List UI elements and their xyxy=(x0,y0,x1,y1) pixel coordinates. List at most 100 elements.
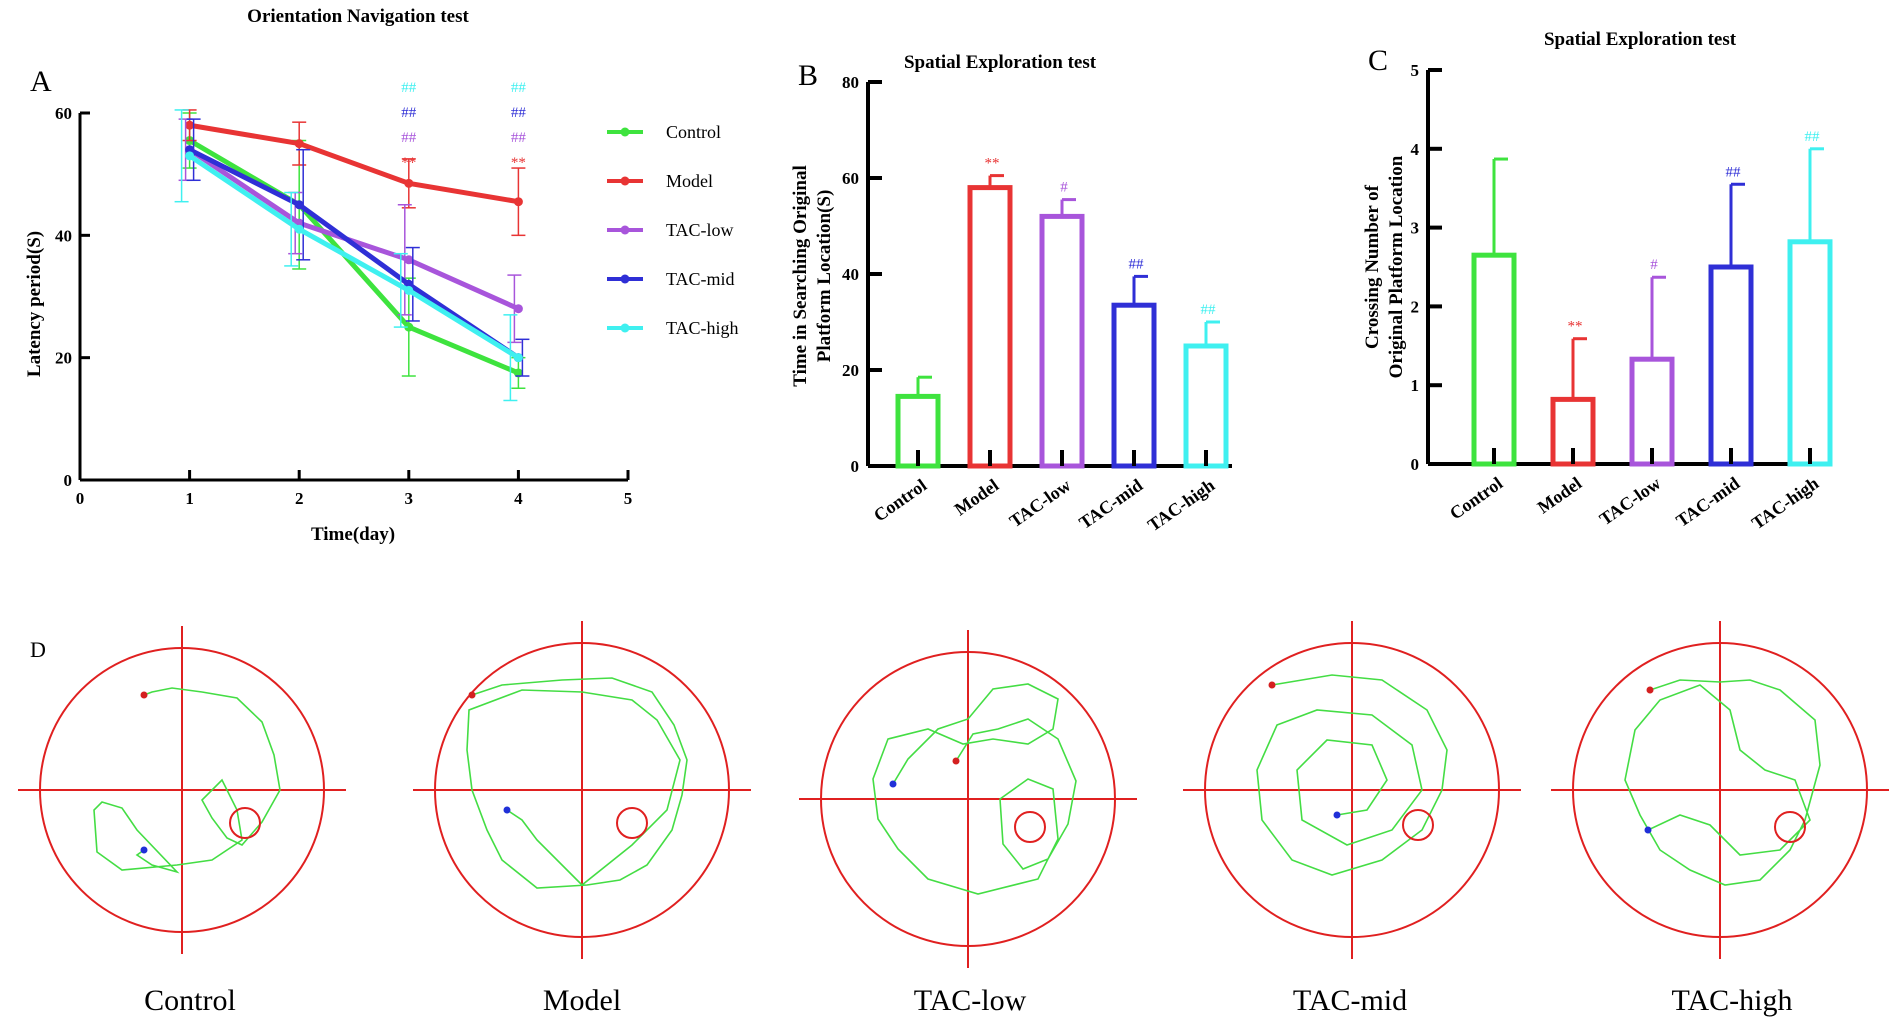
c-y-tick-label: 5 xyxy=(1411,61,1420,80)
c-category-label: TAC-high xyxy=(1748,473,1822,533)
track-label-tac-low: TAC-low xyxy=(914,984,1027,1017)
a-x-tick-label: 3 xyxy=(405,489,414,508)
c-sig-tac-high: ## xyxy=(1805,129,1821,145)
c-y-tick-label: 1 xyxy=(1411,376,1420,395)
c-y-tick-label: 2 xyxy=(1411,297,1420,316)
platform-location xyxy=(229,807,261,839)
end-point xyxy=(1644,826,1652,834)
a-sig-model: ** xyxy=(511,155,526,171)
a-x-tick-label: 0 xyxy=(76,489,85,508)
a-sig-tac-mid: ## xyxy=(401,105,417,121)
panel-b-chart: 0 20 40 60 80 Control ** Model # TAC-low ## TAC-mid… xyxy=(842,73,1232,535)
panel-c-ylabel-line2: Original Platform Location xyxy=(1386,155,1407,378)
c-y-tick-label: 3 xyxy=(1411,219,1420,238)
start-point xyxy=(1646,686,1654,694)
c-sig-tac-mid: ## xyxy=(1726,164,1742,180)
b-bar-tac-high xyxy=(1183,343,1229,469)
a-x-tick-label: 5 xyxy=(624,489,633,508)
panel-a-legend: Control Model TAC-low TAC-mid TAC-high xyxy=(607,122,739,338)
end-point xyxy=(503,806,511,814)
start-point xyxy=(468,691,476,699)
panel-c-letter: C xyxy=(1368,44,1388,77)
panel-d: D Control Model TAC-low TAC-mid TAC-high xyxy=(18,621,1889,1017)
start-point xyxy=(1268,681,1276,689)
a-point-tac-high xyxy=(185,151,195,161)
a-legend-marker-control xyxy=(620,127,630,137)
c-category-label: Model xyxy=(1534,473,1586,517)
b-category-label: Model xyxy=(951,475,1003,519)
track-plot-tac-mid xyxy=(1183,621,1521,959)
a-point-tac-high xyxy=(294,224,304,234)
b-sig-model: ** xyxy=(985,156,1000,172)
a-y-tick-label: 40 xyxy=(55,226,72,245)
end-point xyxy=(889,780,897,788)
platform-location xyxy=(1014,811,1046,843)
b-y-tick-label: 20 xyxy=(842,361,859,380)
start-point xyxy=(140,691,148,699)
track-label-tac-high: TAC-high xyxy=(1672,984,1793,1017)
b-y-tick-label: 0 xyxy=(851,457,860,476)
a-legend-marker-tac-high xyxy=(620,323,630,333)
b-bar-tac-low xyxy=(1039,213,1085,469)
a-point-tac-mid xyxy=(294,200,304,210)
c-bar-tac-high xyxy=(1787,239,1833,467)
c-sig-model: ** xyxy=(1568,319,1583,335)
a-point-model xyxy=(294,139,304,149)
track-label-tac-mid: TAC-mid xyxy=(1293,984,1407,1017)
a-legend-label: Model xyxy=(666,171,713,191)
panel-b-letter: B xyxy=(798,59,818,92)
c-y-tick-label: 4 xyxy=(1411,140,1420,159)
b-category-label: TAC-high xyxy=(1144,475,1218,535)
a-legend-label: TAC-low xyxy=(666,220,734,240)
b-y-tick-label: 60 xyxy=(842,169,859,188)
b-bar-model xyxy=(967,185,1013,469)
a-x-tick-label: 1 xyxy=(185,489,194,508)
b-category-label: TAC-low xyxy=(1006,475,1075,531)
panel-a-letter: A xyxy=(30,65,52,98)
track-label-control: Control xyxy=(144,984,236,1017)
c-category-label: Control xyxy=(1446,473,1506,524)
track-label-model: Model xyxy=(543,984,621,1017)
c-bar-tac-mid xyxy=(1708,264,1754,467)
track-plot-tac-low xyxy=(799,630,1137,968)
panel-b-ylabel-line2: Platform Location(S) xyxy=(814,190,835,363)
platform-location xyxy=(1402,809,1434,841)
a-point-model xyxy=(513,197,523,207)
b-y-tick-label: 80 xyxy=(842,73,859,92)
swim-path xyxy=(466,677,688,889)
a-legend-marker-model xyxy=(620,176,630,186)
panel-a-xlabel: Time(day) xyxy=(311,524,395,545)
a-sig-tac-mid: ## xyxy=(511,105,527,121)
a-point-control xyxy=(404,322,414,332)
panel-a-ylabel: Latency period(S) xyxy=(24,231,45,377)
a-point-model xyxy=(185,120,195,130)
a-point-tac-low xyxy=(513,304,523,314)
a-sig-tac-low: ## xyxy=(511,130,527,146)
a-legend-marker-tac-low xyxy=(620,225,630,235)
panel-a-significance: ## ## ## ** ## ## ## ** xyxy=(401,80,526,171)
a-sig-tac-high: ## xyxy=(401,80,417,96)
a-x-tick-label: 4 xyxy=(514,489,523,508)
platform-location xyxy=(1774,811,1806,843)
a-point-tac-high xyxy=(404,285,414,295)
a-point-model xyxy=(404,178,414,188)
panel-c-chart: 0 1 2 3 4 5 Control ** Model # TAC-low ## TAC-mid ## T… xyxy=(1411,61,1833,533)
panel-c: Spatial Exploration test C Crossing Numb… xyxy=(1362,29,1833,533)
panel-a: Orientation Navigation test A Latency pe… xyxy=(24,6,739,545)
c-sig-tac-low: # xyxy=(1650,257,1658,273)
c-y-tick-label: 0 xyxy=(1411,455,1420,474)
b-bar-tac-mid xyxy=(1111,302,1157,469)
panel-b-ylabel-line1: Time in Searching Original xyxy=(790,165,811,387)
a-x-tick-label: 2 xyxy=(295,489,304,508)
b-category-label: TAC-mid xyxy=(1075,475,1146,533)
a-y-tick-label: 20 xyxy=(55,349,72,368)
track-plot-model xyxy=(413,621,751,959)
a-sig-model: ** xyxy=(401,155,416,171)
a-y-tick-label: 0 xyxy=(64,471,73,490)
panel-c-title: Spatial Exploration test xyxy=(1544,29,1737,50)
a-legend-label: Control xyxy=(666,122,721,142)
a-y-tick-label: 60 xyxy=(55,104,72,123)
a-point-control xyxy=(513,368,523,378)
a-line-tac-high xyxy=(188,153,520,360)
